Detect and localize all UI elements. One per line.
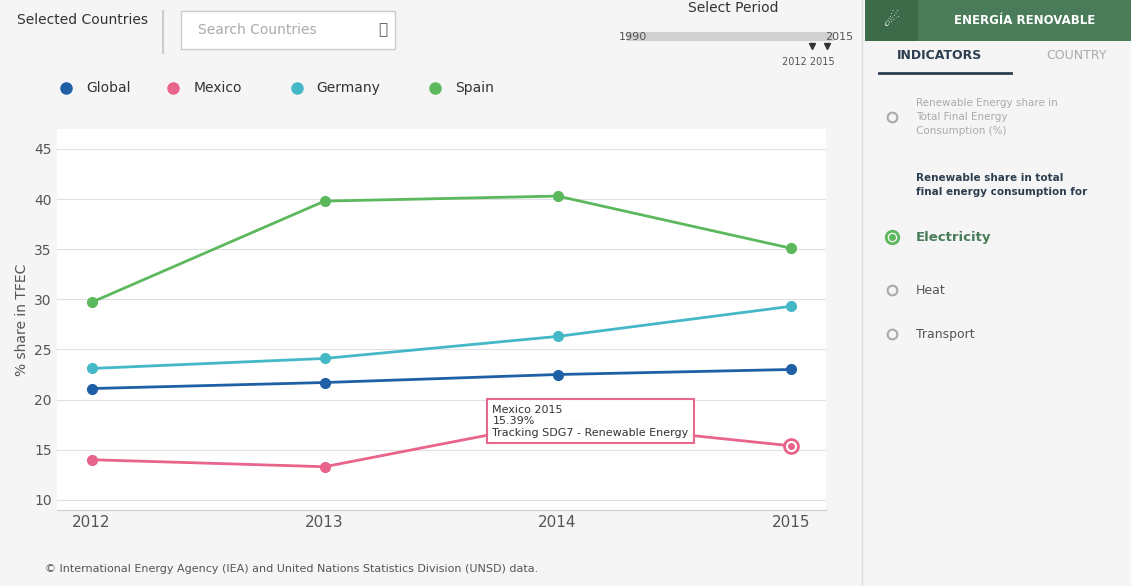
Y-axis label: % share in TFEC: % share in TFEC: [15, 263, 28, 376]
Text: INDICATORS: INDICATORS: [897, 49, 983, 62]
Text: Renewable Energy share in
Total Final Energy
Consumption (%): Renewable Energy share in Total Final En…: [916, 98, 1057, 136]
Text: COUNTRY: COUNTRY: [1046, 49, 1106, 62]
Text: Mexico: Mexico: [193, 81, 242, 95]
Text: Spain: Spain: [455, 81, 494, 95]
Text: Transport: Transport: [916, 328, 974, 340]
Text: Germany: Germany: [317, 81, 380, 95]
Text: Renewable share in total
final energy consumption for: Renewable share in total final energy co…: [916, 173, 1087, 196]
Text: Search Countries: Search Countries: [198, 22, 317, 36]
Text: 2015: 2015: [826, 32, 853, 42]
Text: 2012 2015: 2012 2015: [783, 57, 835, 67]
Text: Selected Countries: Selected Countries: [17, 13, 148, 27]
Bar: [865, 0, 918, 41]
Bar: [865, 0, 1131, 41]
Text: Select Period: Select Period: [688, 1, 778, 15]
Text: Global: Global: [86, 81, 130, 95]
Text: Mexico 2015
15.39%
Tracking SDG7 - Renewable Energy: Mexico 2015 15.39% Tracking SDG7 - Renew…: [492, 404, 689, 438]
Text: © International Energy Agency (IEA) and United Nations Statistics Division (UNSD: © International Energy Agency (IEA) and …: [45, 564, 538, 574]
Text: Heat: Heat: [916, 284, 946, 297]
Text: ⌕: ⌕: [378, 22, 387, 37]
Text: ENERGÍA RENOVABLE: ENERGÍA RENOVABLE: [955, 14, 1095, 27]
Text: 1990: 1990: [619, 32, 647, 42]
Text: ☄: ☄: [883, 12, 900, 29]
Text: Electricity: Electricity: [916, 231, 991, 244]
